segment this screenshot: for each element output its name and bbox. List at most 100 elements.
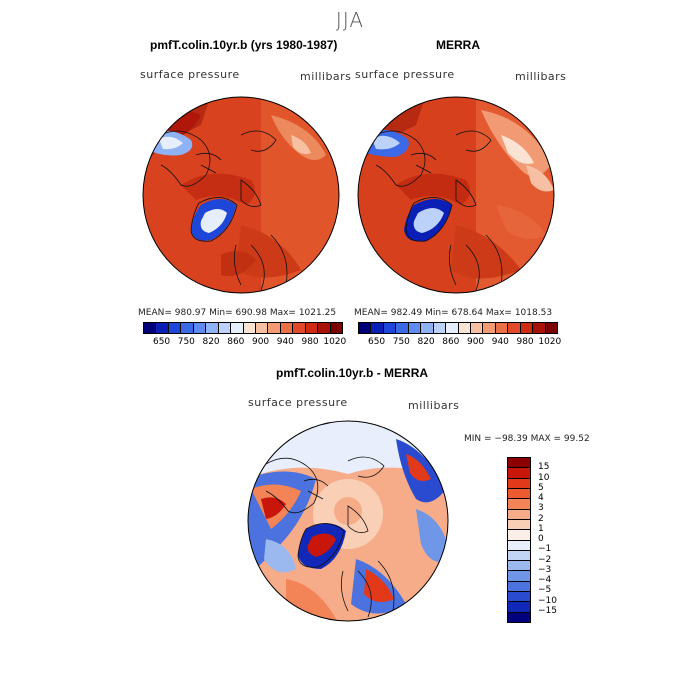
obs-colorbar-ticks: 650 750 820 860 900 940 980 1020 [358,337,561,349]
colorbar-swatch [156,323,169,333]
colorbar-swatch [193,323,207,333]
colorbar-swatch [508,323,521,333]
colorbar-tick-label: 820 [202,337,220,347]
colorbar-tick-label: 900 [251,337,270,347]
colorbar-swatch [520,323,534,333]
colorbar-swatch [508,571,530,582]
model-units-label: millibars [300,70,352,83]
diff-panel-title: pmfT.colin.10yr.b - MERRA [276,366,429,380]
colorbar-tick-label: 10 [538,472,550,483]
colorbar-swatch [243,323,256,333]
colorbar-swatch [508,602,530,613]
colorbar-tick-label: 2 [538,513,544,524]
obs-stats: MEAN= 982.49 Min= 678.64 Max= 1018.53 [354,308,553,318]
colorbar-tick-label: 5 [538,482,544,493]
diff-stats: MIN = −98.39 MAX = 99.52 [464,434,590,444]
colorbar-swatch [396,323,409,333]
model-colorbar [143,322,343,334]
colorbar-tick-label: 0 [538,534,544,544]
colorbar-swatch [508,519,530,531]
colorbar-tick-label: 980 [301,337,319,347]
colorbar-tick-label: 940 [276,337,294,347]
colorbar-swatch [433,323,447,333]
colorbar-swatch [508,509,530,520]
colorbar-swatch [144,323,157,333]
colorbar-tick-label: 1020 [323,337,347,347]
colorbar-tick-label: −2 [538,554,552,565]
obs-polar-map [357,96,555,294]
model-variable-label: surface pressure [140,68,240,81]
colorbar-swatch [218,323,232,333]
colorbar-tick-label: 1 [538,523,544,534]
colorbar-swatch [508,530,530,541]
colorbar-tick-label: −4 [538,575,552,585]
colorbar-swatch [508,561,530,572]
colorbar-swatch [231,323,244,333]
colorbar-tick-label: −3 [538,564,552,575]
obs-colorbar [358,322,558,334]
obs-variable-label: surface pressure [355,68,455,81]
colorbar-tick-label: 750 [177,337,195,347]
colorbar-tick-label: 1020 [538,337,562,347]
diff-colorbar-ticks: 15 10 5 4 3 2 1 0 −1 −2 −3 −4 −5 −10 −15 [538,457,578,621]
colorbar-swatch [359,323,372,333]
colorbar-swatch [421,323,434,333]
colorbar-swatch [168,323,182,333]
colorbar-tick-label: 750 [392,337,410,347]
colorbar-swatch [508,540,530,551]
figure-title: JJA [335,8,365,32]
diff-variable-label: surface pressure [248,396,348,409]
colorbar-tick-label: 900 [466,337,485,347]
colorbar-swatch [371,323,384,333]
colorbar-tick-label: 820 [417,337,435,347]
colorbar-swatch [305,323,319,333]
colorbar-tick-label: −5 [538,585,552,596]
colorbar-swatch [280,323,294,333]
colorbar-swatch [533,323,546,333]
colorbar-swatch [408,323,422,333]
colorbar-swatch [508,592,530,603]
colorbar-swatch [508,478,530,489]
colorbar-swatch [508,550,530,562]
colorbar-swatch [458,323,471,333]
obs-units-label: millibars [515,70,567,83]
colorbar-tick-label: 3 [538,503,544,514]
colorbar-swatch [483,323,496,333]
colorbar-tick-label: 650 [152,337,171,347]
colorbar-swatch [293,323,306,333]
colorbar-swatch [508,468,530,479]
colorbar-swatch [330,323,342,333]
colorbar-swatch [508,488,530,500]
colorbar-swatch [181,323,194,333]
diff-polar-map [247,420,449,622]
colorbar-swatch [508,499,530,510]
model-stats: MEAN= 980.97 Min= 690.98 Max= 1021.25 [138,308,337,318]
obs-panel-title: MERRA [436,38,480,52]
colorbar-tick-label: 860 [227,337,245,347]
model-panel-title: pmfT.colin.10yr.b (yrs 1980-1987) [150,38,338,52]
colorbar-swatch [383,323,397,333]
colorbar-swatch [508,581,530,593]
colorbar-swatch [255,323,269,333]
colorbar-tick-label: −15 [538,605,557,616]
colorbar-swatch [446,323,459,333]
colorbar-tick-label: 940 [491,337,509,347]
colorbar-swatch [268,323,281,333]
colorbar-tick-label: −1 [538,544,552,555]
colorbar-tick-label: −10 [538,595,557,606]
model-colorbar-ticks: 650 750 820 860 900 940 980 1020 [143,337,346,349]
colorbar-tick-label: 4 [538,493,544,503]
diff-colorbar [507,457,531,623]
model-polar-map [142,96,340,294]
colorbar-tick-label: 980 [516,337,534,347]
colorbar-swatch [470,323,484,333]
colorbar-swatch [495,323,509,333]
colorbar-swatch [318,323,331,333]
colorbar-tick-label: 15 [538,462,550,473]
colorbar-swatch [206,323,219,333]
colorbar-tick-label: 650 [367,337,386,347]
colorbar-tick-label: 860 [442,337,460,347]
colorbar-swatch [545,323,557,333]
diff-units-label: millibars [408,399,460,412]
colorbar-swatch [508,612,530,622]
